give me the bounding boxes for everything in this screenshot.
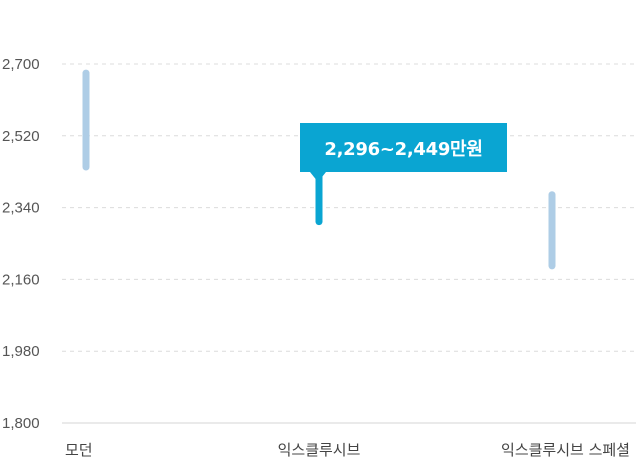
- y-axis-tick-labels: 1,800 1,980 2,160 2,340 2,520 2,700: [2, 56, 40, 432]
- x-category-label: 모던: [65, 441, 93, 459]
- x-axis-category-labels: 모던 익스클루시브 익스클루시브 스페셜: [65, 441, 630, 459]
- range-bar[interactable]: [548, 191, 556, 270]
- y-tick-label: 1,800: [2, 415, 40, 432]
- x-category-label: 익스클루시브: [278, 441, 361, 459]
- y-tick-label: 2,340: [2, 200, 40, 217]
- tooltip-text: 2,296~2,449만원: [324, 138, 483, 160]
- y-tick-label: 2,520: [2, 128, 40, 145]
- y-tick-label: 2,700: [2, 56, 40, 73]
- grid-lines: [62, 63, 636, 424]
- range-bar[interactable]: [82, 69, 90, 171]
- range-tooltip: 2,296~2,449만원: [300, 123, 507, 172]
- tooltip-arrow: [310, 172, 326, 182]
- y-tick-label: 1,980: [2, 343, 40, 360]
- y-tick-label: 2,160: [2, 271, 40, 288]
- x-category-label: 익스클루시브 스페셜: [501, 441, 630, 459]
